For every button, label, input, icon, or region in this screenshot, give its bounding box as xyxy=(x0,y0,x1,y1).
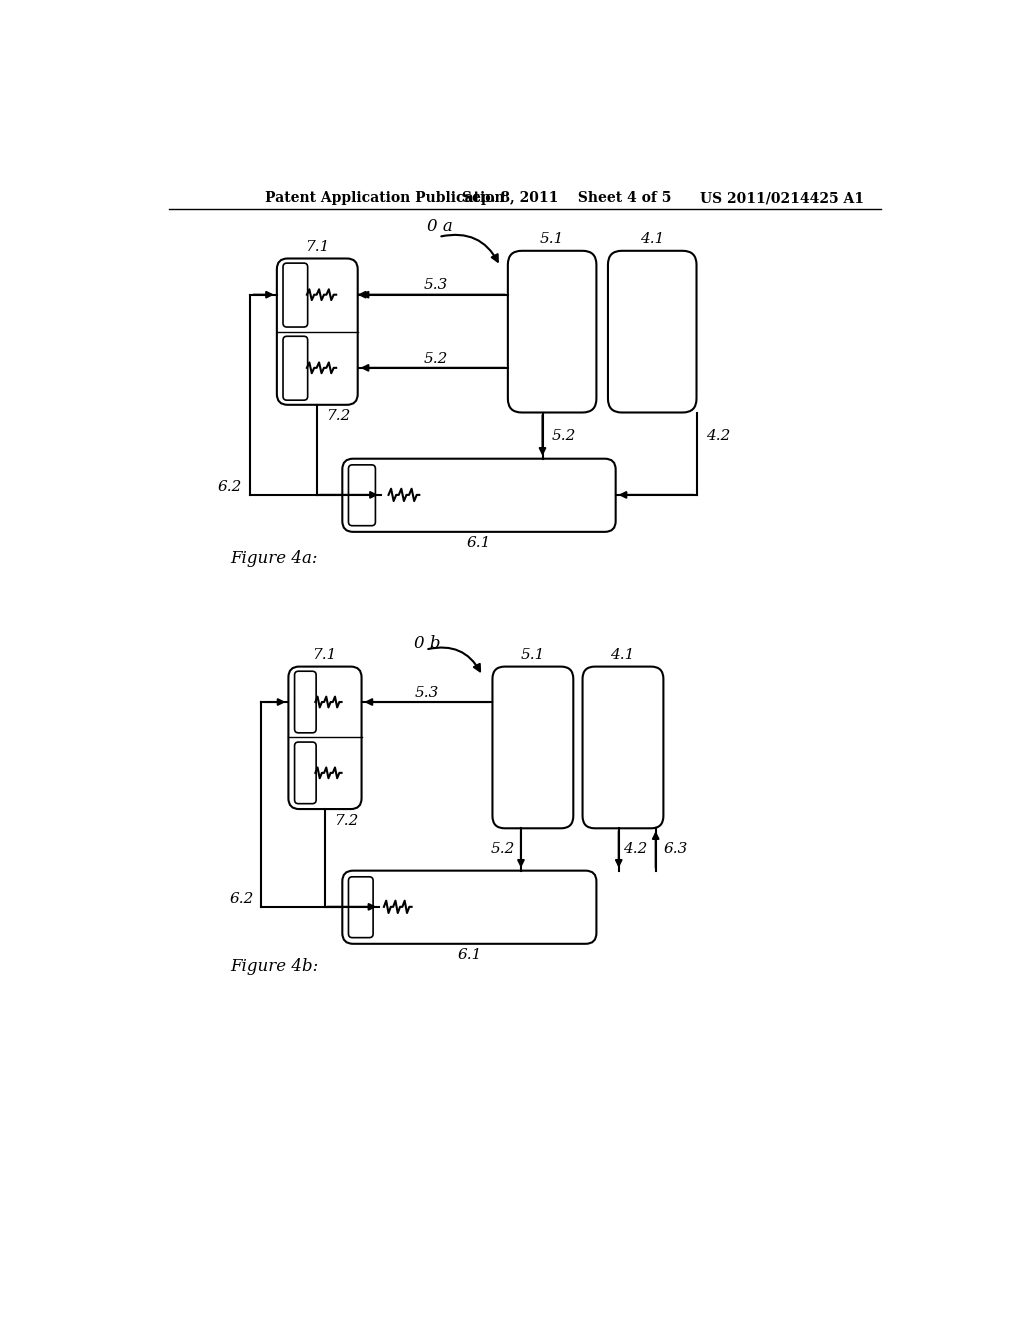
Text: 5.1: 5.1 xyxy=(520,648,545,663)
FancyBboxPatch shape xyxy=(283,263,307,327)
Text: 5.3: 5.3 xyxy=(415,686,439,700)
Text: 5.3: 5.3 xyxy=(424,279,449,293)
Text: 0 a: 0 a xyxy=(427,218,453,235)
Text: 7.2: 7.2 xyxy=(334,813,358,828)
Text: 5.2: 5.2 xyxy=(490,842,515,857)
FancyBboxPatch shape xyxy=(348,465,376,525)
FancyBboxPatch shape xyxy=(295,742,316,804)
Text: 4.2: 4.2 xyxy=(623,842,647,857)
Text: US 2011/0214425 A1: US 2011/0214425 A1 xyxy=(700,191,864,206)
Text: 0 b: 0 b xyxy=(414,635,440,652)
FancyBboxPatch shape xyxy=(289,667,361,809)
FancyBboxPatch shape xyxy=(493,667,573,829)
FancyBboxPatch shape xyxy=(283,337,307,400)
Text: Patent Application Publication: Patent Application Publication xyxy=(265,191,505,206)
Text: 6.2: 6.2 xyxy=(229,892,254,906)
FancyBboxPatch shape xyxy=(295,671,316,733)
Text: 6.3: 6.3 xyxy=(664,842,688,857)
FancyBboxPatch shape xyxy=(608,251,696,412)
Text: 5.2: 5.2 xyxy=(424,351,449,366)
FancyBboxPatch shape xyxy=(508,251,596,412)
Text: 4.1: 4.1 xyxy=(640,232,664,247)
Text: 5.2: 5.2 xyxy=(552,429,577,442)
FancyBboxPatch shape xyxy=(342,871,596,944)
Text: 6.1: 6.1 xyxy=(457,948,481,962)
Text: Sep. 8, 2011    Sheet 4 of 5: Sep. 8, 2011 Sheet 4 of 5 xyxy=(462,191,671,206)
Text: Figure 4a:: Figure 4a: xyxy=(230,550,318,568)
Text: 6.2: 6.2 xyxy=(218,480,243,494)
Text: 4.1: 4.1 xyxy=(610,648,635,663)
Text: 7.1: 7.1 xyxy=(312,648,337,663)
FancyBboxPatch shape xyxy=(348,876,373,937)
Text: 4.2: 4.2 xyxy=(706,429,730,442)
FancyBboxPatch shape xyxy=(276,259,357,405)
FancyBboxPatch shape xyxy=(583,667,664,829)
Text: Figure 4b:: Figure 4b: xyxy=(230,958,318,975)
FancyBboxPatch shape xyxy=(342,459,615,532)
Text: 6.1: 6.1 xyxy=(466,536,490,550)
Text: 7.2: 7.2 xyxy=(326,409,350,424)
Text: 7.1: 7.1 xyxy=(305,240,329,253)
Text: 5.1: 5.1 xyxy=(540,232,564,247)
